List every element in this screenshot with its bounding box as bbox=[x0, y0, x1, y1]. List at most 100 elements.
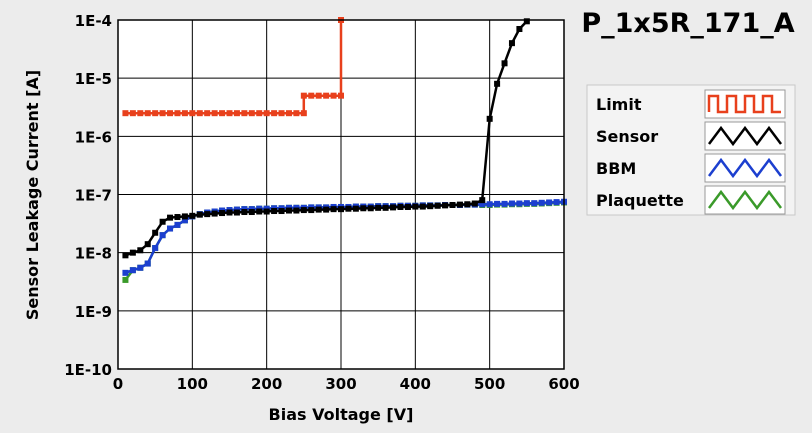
data-point-bbm bbox=[538, 199, 545, 206]
x-axis-title: Bias Voltage [V] bbox=[269, 405, 414, 424]
data-point-bbm bbox=[129, 267, 136, 274]
chart-title: P_1x5R_171_A bbox=[581, 8, 794, 39]
data-point-bbm bbox=[174, 221, 181, 228]
data-point-bbm bbox=[553, 199, 560, 206]
legend-label: Limit bbox=[596, 95, 642, 114]
data-point-bbm bbox=[523, 200, 530, 207]
data-point-limit bbox=[196, 110, 203, 117]
data-point-plaquette bbox=[122, 276, 129, 283]
data-point-bbm bbox=[531, 200, 538, 207]
data-point-limit bbox=[152, 110, 159, 117]
data-point-limit bbox=[256, 110, 263, 117]
data-point-limit bbox=[211, 110, 218, 117]
data-point-sensor bbox=[471, 200, 478, 207]
data-point-bbm bbox=[516, 200, 523, 207]
data-point-sensor bbox=[427, 203, 434, 210]
data-point-limit bbox=[181, 110, 188, 117]
data-point-sensor bbox=[456, 201, 463, 208]
data-point-limit bbox=[233, 110, 240, 117]
legend-label: BBM bbox=[596, 159, 636, 178]
legend-label: Sensor bbox=[596, 127, 658, 146]
data-point-limit bbox=[315, 92, 322, 99]
data-point-sensor bbox=[501, 60, 508, 67]
x-tick-label: 600 bbox=[548, 375, 579, 393]
series-sensor bbox=[122, 18, 530, 259]
legend-line-limit bbox=[707, 94, 781, 114]
data-point-sensor bbox=[323, 206, 330, 213]
data-point-bbm bbox=[501, 200, 508, 207]
data-point-sensor bbox=[434, 202, 441, 209]
data-point-limit bbox=[219, 110, 226, 117]
data-point-sensor bbox=[382, 204, 389, 211]
data-point-bbm bbox=[122, 269, 129, 276]
data-point-sensor bbox=[516, 26, 523, 33]
data-point-limit bbox=[204, 110, 211, 117]
data-point-sensor bbox=[523, 18, 530, 25]
data-point-sensor bbox=[167, 214, 174, 221]
data-point-sensor bbox=[219, 210, 226, 217]
data-point-sensor bbox=[338, 206, 344, 213]
data-point-sensor bbox=[360, 205, 367, 212]
data-point-sensor bbox=[404, 203, 411, 210]
data-point-bbm bbox=[137, 264, 144, 271]
data-point-limit bbox=[278, 110, 285, 117]
data-point-sensor bbox=[494, 80, 501, 87]
data-point-sensor bbox=[196, 211, 203, 218]
data-point-sensor bbox=[226, 209, 233, 216]
data-point-limit bbox=[308, 92, 315, 99]
legend-line-sensor bbox=[708, 125, 782, 147]
data-point-limit bbox=[159, 110, 166, 117]
legend: Limit Sensor BBM Plaquette bbox=[586, 84, 796, 216]
data-point-bbm bbox=[167, 225, 174, 232]
plot-frame bbox=[117, 19, 565, 370]
legend-line-bbm bbox=[708, 157, 782, 179]
data-point-sensor bbox=[508, 40, 515, 47]
y-tick-label: 1E-5 bbox=[75, 70, 112, 88]
x-tick-label: 200 bbox=[251, 375, 282, 393]
data-point-limit bbox=[323, 92, 330, 99]
data-point-limit bbox=[174, 110, 181, 117]
data-point-sensor bbox=[278, 208, 285, 215]
data-point-sensor bbox=[174, 214, 181, 221]
y-tick-label: 1E-9 bbox=[75, 303, 112, 321]
x-tick-label: 500 bbox=[474, 375, 505, 393]
y-tick-label: 1E-8 bbox=[75, 245, 112, 263]
data-point-sensor bbox=[300, 207, 307, 214]
data-point-sensor bbox=[375, 204, 382, 211]
data-point-bbm bbox=[144, 260, 151, 267]
y-tick-label: 1E-10 bbox=[64, 361, 112, 379]
data-point-sensor bbox=[256, 208, 263, 215]
data-point-bbm bbox=[508, 200, 515, 207]
data-point-sensor bbox=[308, 207, 315, 214]
data-point-limit bbox=[226, 110, 233, 117]
data-point-bbm bbox=[181, 217, 188, 224]
data-point-limit bbox=[241, 110, 248, 117]
data-point-limit bbox=[271, 110, 278, 117]
y-axis-title: Sensor Leakage Current [A] bbox=[23, 70, 42, 320]
tick-labels: 0 100 200 300 400 500 600 1E-10 1E-9 1E-8 1E-7 1E-6… bbox=[64, 12, 579, 393]
data-point-limit bbox=[248, 110, 255, 117]
data-point-sensor bbox=[367, 205, 374, 212]
data-point-sensor bbox=[129, 249, 136, 256]
data-point-sensor bbox=[449, 201, 456, 208]
data-point-limit bbox=[167, 110, 174, 117]
data-point-bbm bbox=[486, 201, 493, 208]
data-point-sensor bbox=[263, 208, 270, 215]
data-point-sensor bbox=[330, 206, 337, 213]
data-point-sensor bbox=[248, 209, 255, 216]
data-point-sensor bbox=[144, 241, 151, 248]
data-point-limit bbox=[338, 92, 344, 99]
data-point-limit bbox=[144, 110, 151, 117]
data-point-limit bbox=[330, 92, 337, 99]
data-point-sensor bbox=[412, 203, 419, 210]
data-point-sensor bbox=[137, 247, 144, 254]
data-point-limit bbox=[137, 110, 144, 117]
data-point-sensor bbox=[390, 204, 397, 211]
x-tick-label: 400 bbox=[400, 375, 431, 393]
data-point-sensor bbox=[159, 218, 166, 225]
data-point-limit bbox=[285, 110, 292, 117]
data-point-bbm bbox=[546, 199, 553, 206]
series-limit bbox=[122, 17, 344, 117]
x-tick-label: 0 bbox=[113, 375, 123, 393]
